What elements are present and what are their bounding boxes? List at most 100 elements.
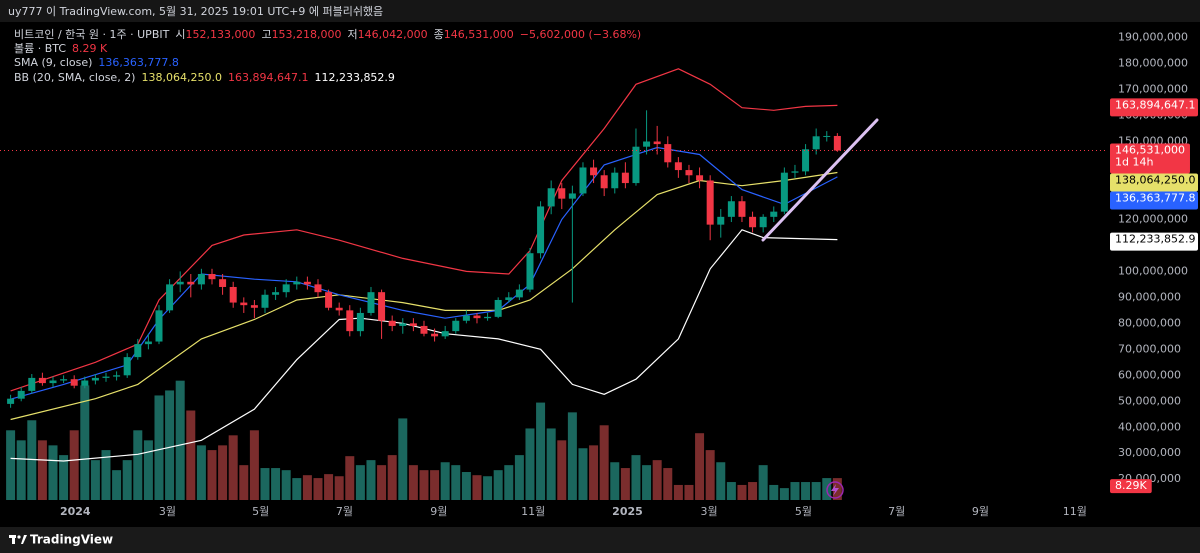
volume-bar <box>154 395 164 500</box>
candle-body <box>367 292 375 313</box>
x-tick-label: 2025 <box>612 505 643 518</box>
candle-body <box>823 135 831 137</box>
volume-bar <box>302 475 312 500</box>
candle-body <box>749 216 757 228</box>
alert-circle[interactable] <box>826 481 844 499</box>
volume-bar <box>101 450 111 500</box>
volume-bar <box>133 430 143 500</box>
volume-bar <box>546 428 556 500</box>
volume-bar <box>16 440 26 500</box>
volume-bar <box>281 470 291 500</box>
candle-body <box>685 170 693 176</box>
x-tick-label: 9월 <box>972 505 989 518</box>
candle-body <box>91 377 99 381</box>
candle-body <box>17 390 25 399</box>
candle-body <box>420 325 428 334</box>
candle-body <box>303 281 311 285</box>
volume-bar <box>652 460 662 500</box>
ohlc-name: 시 <box>175 28 185 41</box>
volume-bar <box>292 478 302 500</box>
ohlc-value: 152,133,000 <box>185 28 255 41</box>
volume-bar <box>504 465 514 500</box>
volume-bar <box>59 455 69 500</box>
volume-bar <box>472 475 482 500</box>
y-tick-label: 50,000,000 <box>1118 394 1181 407</box>
volume-bar <box>620 468 630 500</box>
bollinger-band <box>10 68 838 392</box>
candle-body <box>696 175 704 181</box>
candle-body <box>314 284 322 293</box>
candle-body <box>399 323 407 326</box>
volume-bar <box>355 465 365 500</box>
volume-bar <box>122 460 132 500</box>
bollinger-band <box>10 229 838 462</box>
candle-body <box>717 216 725 225</box>
candle-body <box>155 310 163 342</box>
x-tick-label: 11월 <box>521 505 545 518</box>
candle-body <box>568 193 576 199</box>
volume-bar <box>37 440 47 500</box>
price-tag-label: 136,363,777.8 <box>1115 192 1195 205</box>
x-tick-label: 11월 <box>1063 505 1087 518</box>
logo-part <box>12 535 15 544</box>
candle-body <box>293 281 301 285</box>
y-tick-label: 100,000,000 <box>1118 264 1188 277</box>
price-tag <box>1110 232 1198 251</box>
candle-body <box>272 292 280 295</box>
volume-bar <box>260 468 270 500</box>
candle-body <box>28 377 36 391</box>
candle-body <box>229 286 237 303</box>
bb-name: BB (20, SMA, close, 2) <box>14 71 135 84</box>
volume-bar <box>557 440 567 500</box>
alert-bolt <box>831 484 839 496</box>
y-tick-label: 180,000,000 <box>1118 57 1188 70</box>
volume-bar <box>525 428 535 500</box>
candle-body <box>600 175 608 189</box>
volume-bar <box>567 412 577 500</box>
candle-body <box>452 320 460 332</box>
volume-bar <box>642 465 652 500</box>
volume-bar <box>663 468 673 500</box>
candle-body <box>759 216 767 228</box>
candle-body <box>484 316 492 319</box>
x-tick-label: 7월 <box>336 505 353 518</box>
ohlc-name: 종 <box>434 28 444 41</box>
candle-body <box>282 284 290 293</box>
volume-bar <box>483 476 493 500</box>
candle-body <box>102 376 110 378</box>
symbol-title: 비트코인 / 한국 원 · 1주 · UPBIT <box>14 28 170 41</box>
x-tick-label: 3월 <box>159 505 176 518</box>
volume-bar <box>536 402 546 500</box>
volume-bar <box>684 484 694 500</box>
volume-bar <box>175 380 185 500</box>
volume-bar <box>345 456 355 500</box>
brand-name: TradingView <box>30 533 113 547</box>
candle-body <box>632 146 640 184</box>
candle-body <box>558 188 566 199</box>
bb-value: 163,894,647.1 <box>228 71 308 84</box>
legend: 비트코인 / 한국 원 · 1주 · UPBIT 시 152,133,000 고 153… <box>14 28 641 84</box>
footer <box>0 527 1200 553</box>
alert-icon[interactable] <box>826 481 844 499</box>
candle-body <box>547 188 555 207</box>
sma-name: SMA (9, close) <box>14 56 92 69</box>
volume-bar <box>440 462 450 500</box>
candle-body <box>611 172 619 189</box>
ohlc-name: 고 <box>261 28 271 41</box>
volume-tag <box>1110 479 1152 494</box>
volume-bar <box>143 440 153 500</box>
volume-bar <box>461 472 471 500</box>
candle-body <box>494 299 502 317</box>
ohlc-value: 153,218,000 <box>272 28 342 41</box>
volume-bar <box>801 482 811 500</box>
candle-body <box>208 273 216 280</box>
volume-bar <box>387 455 397 500</box>
volume-bar <box>610 462 620 500</box>
price-tag-label: 1d 14h <box>1115 156 1153 169</box>
price-tag <box>1110 173 1198 192</box>
volume-bar <box>737 484 747 500</box>
volume-bar <box>218 445 228 500</box>
candle-body <box>802 149 810 172</box>
candle-body <box>833 135 841 151</box>
